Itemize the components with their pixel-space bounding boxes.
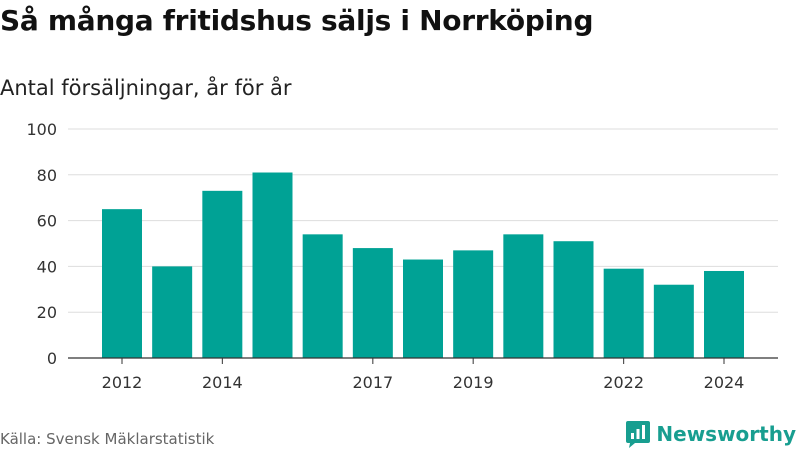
bar-2019 — [453, 250, 494, 358]
bar-2017 — [352, 248, 393, 358]
bars — [102, 172, 744, 358]
bar-2016 — [302, 234, 343, 358]
bar-2024 — [704, 270, 744, 358]
x-axis — [68, 357, 778, 364]
x-tick-label: 2019 — [453, 373, 494, 392]
x-tick-label: 2024 — [704, 373, 745, 392]
y-tick-label: 40 — [37, 257, 57, 276]
y-tick-label: 0 — [47, 349, 57, 368]
bar-chart: 0 20 40 60 80 100 2012 2014 2017 2019 2022 2024 — [26, 120, 778, 392]
x-tick-label: 2012 — [102, 373, 143, 392]
bar-2022 — [603, 268, 644, 358]
y-tick-label: 80 — [37, 166, 57, 185]
bar-2020 — [503, 234, 544, 358]
x-tick-label: 2022 — [603, 373, 644, 392]
x-tick-labels: 2012 2014 2017 2019 2022 2024 — [102, 373, 745, 392]
y-tick-label: 100 — [26, 120, 57, 139]
bar-2014 — [202, 190, 243, 358]
source-note: Källa: Svensk Mäklarstatistik — [0, 430, 215, 448]
bar-2021 — [553, 241, 594, 358]
y-tick-label: 60 — [37, 212, 57, 231]
bar-2012 — [102, 209, 142, 358]
bar-2015 — [252, 172, 293, 358]
chart-title: Så många fritidshus säljs i Norrköping — [0, 4, 594, 37]
bar-chart-logo-icon — [626, 420, 651, 448]
bar-2018 — [403, 259, 443, 358]
y-tick-labels: 0 20 40 60 80 100 — [26, 120, 57, 368]
bar-2023 — [653, 284, 694, 358]
y-tick-label: 20 — [37, 303, 57, 322]
brand-name: Newsworthy — [656, 422, 796, 446]
x-tick-label: 2014 — [202, 373, 243, 392]
bar-2013 — [152, 266, 193, 358]
x-tick-label: 2017 — [352, 373, 393, 392]
chart-subtitle: Antal försäljningar, år för år — [0, 76, 292, 100]
brand-logo: Newsworthy — [626, 420, 796, 448]
